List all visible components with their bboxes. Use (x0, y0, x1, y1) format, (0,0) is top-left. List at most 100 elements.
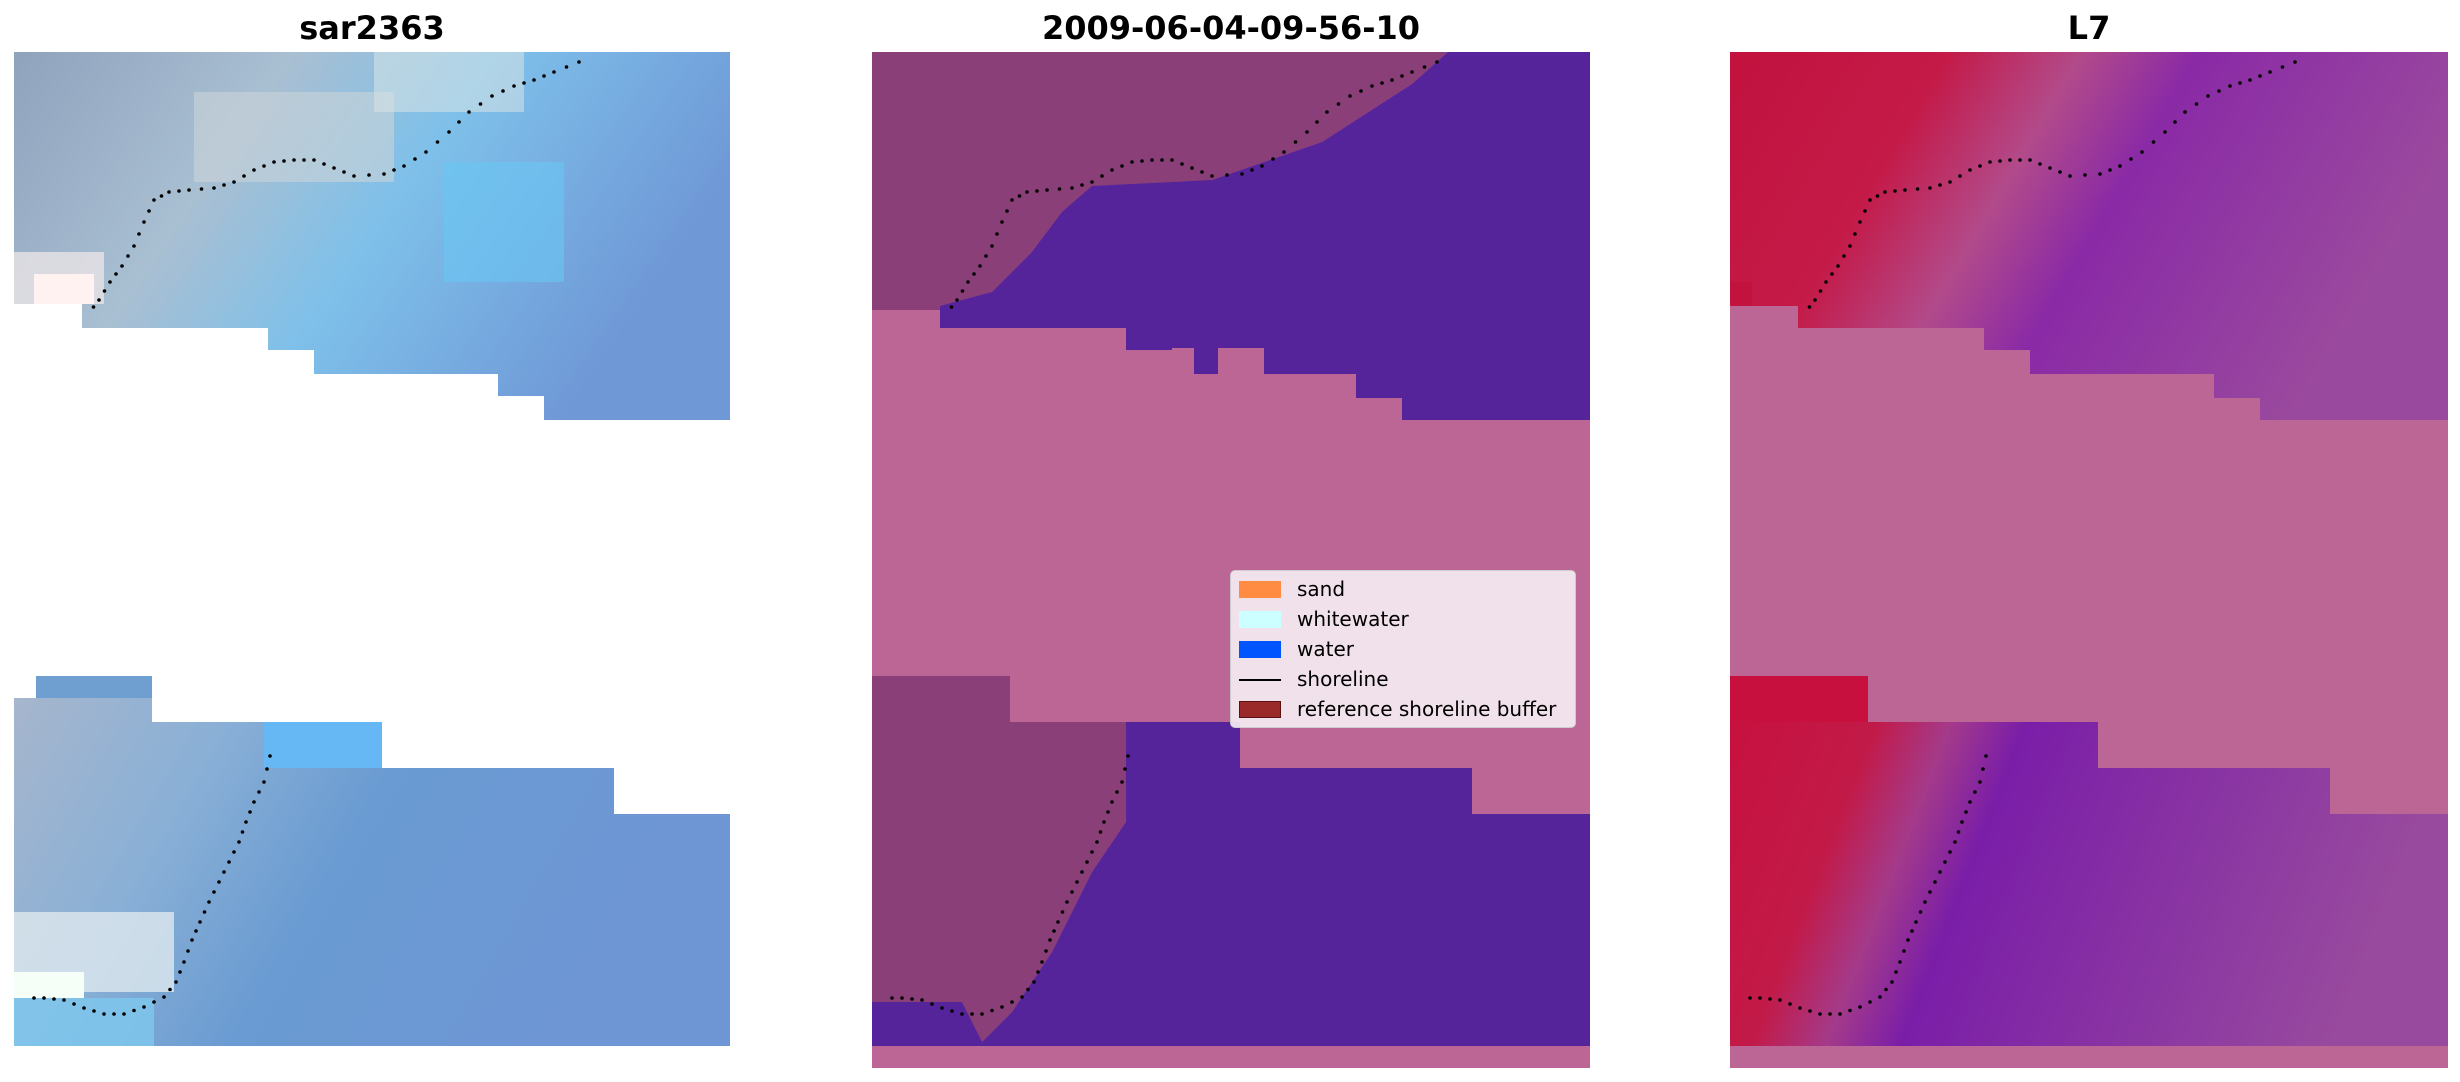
classification-image-panel (872, 52, 1590, 1068)
shoreline-dot (272, 160, 276, 164)
shoreline-dot (194, 929, 198, 933)
legend-swatch-reference-buffer (1239, 700, 1281, 718)
shoreline-dot (1933, 880, 1937, 884)
shoreline-dot (1894, 970, 1898, 974)
shoreline-dot (890, 996, 894, 1000)
shoreline-dot (62, 998, 66, 1002)
shoreline-dot (1893, 189, 1897, 193)
shoreline-dot (42, 996, 46, 1000)
shoreline-dot (1964, 810, 1968, 814)
shoreline-dot (177, 189, 181, 193)
shoreline-dot (1325, 110, 1329, 114)
shoreline-dot (995, 232, 999, 236)
shoreline-dot (1758, 996, 1762, 1000)
legend-swatch-water (1239, 640, 1281, 658)
shoreline-dot (1160, 158, 1164, 162)
shoreline-dot (190, 938, 194, 942)
rgb-image-panel (14, 52, 730, 1046)
shoreline-dot (312, 158, 316, 162)
shoreline-dot (1938, 870, 1942, 874)
legend-swatch-sand (1239, 580, 1281, 598)
shoreline-dot (1973, 790, 1977, 794)
shoreline-dot (159, 194, 164, 198)
shoreline-dot (1170, 158, 1174, 162)
shoreline-dot (1070, 890, 1074, 894)
shoreline-dot (198, 920, 202, 924)
shoreline-dot (178, 970, 182, 974)
shoreline-dot (490, 94, 494, 98)
shoreline-dot (960, 289, 965, 293)
shoreline-dot (1813, 298, 1817, 302)
shoreline-dot (1100, 174, 1104, 178)
shoreline-dot (1878, 995, 1882, 999)
shoreline-dot (1863, 209, 1867, 213)
shoreline-dot (2083, 173, 2087, 177)
shoreline-dot (248, 810, 252, 814)
shoreline-dot (990, 244, 994, 248)
shoreline-dot (1978, 164, 1982, 168)
shoreline-dot (1928, 890, 1932, 894)
shoreline-dot (2098, 172, 2102, 176)
shoreline-dot (1240, 172, 1244, 176)
shoreline-dot (1060, 910, 1065, 914)
legend-item-reference-buffer: reference shoreline buffer (1239, 695, 1556, 723)
shoreline-dot (1102, 820, 1106, 824)
shoreline-dot (1026, 987, 1030, 992)
shoreline-dot (257, 790, 261, 794)
shoreline-dot (2206, 94, 2210, 98)
shoreline-dot (1902, 949, 1906, 953)
shoreline-dot (1200, 170, 1204, 174)
shoreline-dot (222, 870, 226, 874)
shoreline-dot (187, 188, 191, 192)
shoreline-dot (1250, 168, 1254, 172)
shoreline-dot (97, 298, 101, 302)
shoreline-dot (1883, 190, 1887, 194)
shoreline-dot (478, 102, 483, 106)
shoreline-dot (990, 1008, 994, 1013)
shoreline-dot (242, 174, 246, 178)
shoreline-dot (2068, 174, 2072, 178)
shoreline-dot (984, 254, 988, 258)
shoreline-dot (1842, 254, 1846, 258)
shoreline-dot (112, 1012, 116, 1016)
shoreline-dot (212, 890, 216, 894)
shoreline-dot (1422, 65, 1427, 69)
shoreline-dot (1130, 160, 1134, 164)
shoreline-dot (1123, 767, 1127, 771)
shoreline-dot (72, 1002, 76, 1006)
shoreline-dot (1898, 960, 1902, 964)
shoreline-dot (137, 232, 141, 236)
shoreline-dot (217, 880, 221, 884)
shoreline-dot (2293, 60, 2297, 64)
shoreline-dot (2058, 170, 2062, 174)
panel-title-index: L7 (2067, 9, 2111, 47)
shoreline-dot (2238, 81, 2242, 85)
shoreline-dot (457, 120, 461, 124)
shoreline-dot (126, 254, 130, 258)
shoreline-dot (1010, 1000, 1014, 1004)
shoreline-dot (199, 187, 204, 191)
shoreline-dot (1010, 198, 1014, 202)
shoreline-dot (2129, 157, 2133, 161)
shoreline-dot (265, 767, 269, 771)
shoreline-dot (252, 800, 256, 804)
shoreline-dot (114, 272, 118, 276)
shoreline-dot (1807, 305, 1812, 309)
shoreline-dot (1017, 194, 1022, 198)
shoreline-dot (392, 168, 396, 172)
shoreline-dot (2217, 89, 2221, 93)
shoreline-dot (1915, 187, 1920, 191)
shoreline-dot (1370, 84, 1374, 88)
shoreline-dot (1890, 980, 1894, 984)
shoreline-dot (980, 1012, 984, 1016)
shoreline-dot (910, 997, 914, 1001)
shoreline-dot (108, 280, 112, 284)
shoreline-dot (2183, 110, 2187, 114)
shoreline-dot (1293, 140, 1298, 144)
shoreline-dots (32, 60, 581, 1016)
shoreline-dot (1435, 60, 1439, 64)
shoreline-dot (1225, 173, 1229, 177)
shoreline-dot (1348, 94, 1352, 98)
shoreline-dot (2248, 78, 2252, 82)
shoreline-dot (162, 995, 166, 999)
